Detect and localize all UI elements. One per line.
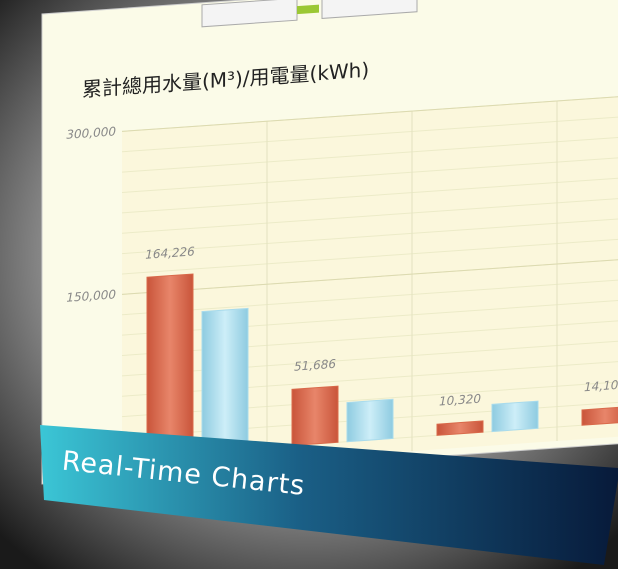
minor-grid xyxy=(122,114,618,153)
plot-area xyxy=(122,95,618,472)
chart-card: 14,10010,32051,686164,226300,000150,000累… xyxy=(41,0,618,485)
bar xyxy=(291,385,339,447)
minor-grid xyxy=(122,155,618,194)
y-tick-label: 150,000 xyxy=(66,287,116,304)
data-label: 10,320 xyxy=(439,392,481,409)
tab-indicator xyxy=(297,4,319,15)
minor-grid xyxy=(122,176,618,214)
grid-line xyxy=(122,94,618,132)
tab xyxy=(321,0,418,19)
data-label: 164,226 xyxy=(145,244,195,261)
y-tick-label: 300,000 xyxy=(66,124,116,141)
data-label: 51,686 xyxy=(294,357,336,374)
minor-grid xyxy=(122,135,618,173)
banner xyxy=(40,425,618,565)
grid-line xyxy=(122,257,618,295)
bar xyxy=(146,273,194,457)
bar xyxy=(436,420,484,436)
bar xyxy=(581,406,618,426)
bar xyxy=(201,307,249,453)
minor-grid xyxy=(122,196,618,234)
bar xyxy=(491,400,539,433)
data-label: 14,100 xyxy=(584,377,618,394)
bar xyxy=(346,398,394,443)
minor-grid xyxy=(122,216,618,255)
minor-grid xyxy=(122,277,618,316)
minor-grid xyxy=(122,237,618,275)
